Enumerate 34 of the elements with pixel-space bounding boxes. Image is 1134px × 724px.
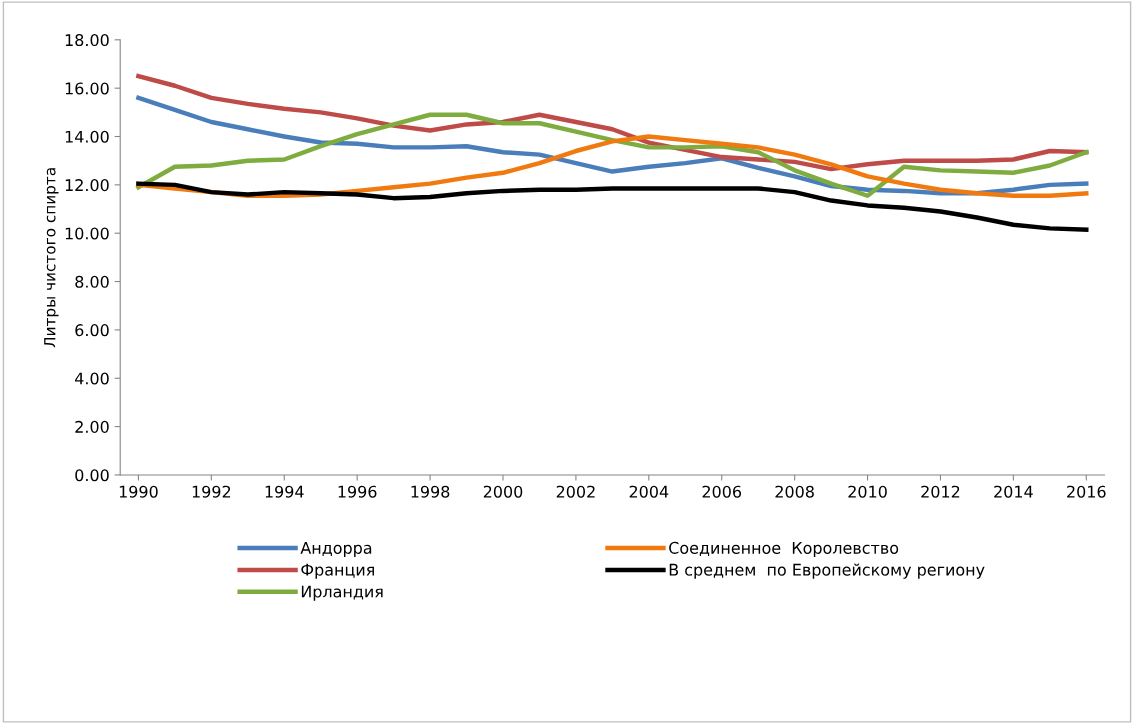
x-tick-label: 1990 — [119, 485, 158, 498]
y-tick-label: 14.00 — [65, 130, 109, 143]
x-tick-label: 2014 — [994, 485, 1033, 498]
y-tick-label: 12.00 — [65, 179, 109, 192]
x-tick-label: 1992 — [192, 485, 231, 498]
x-tick-label: 1994 — [265, 485, 304, 498]
y-tick-label: 0.00 — [75, 469, 109, 482]
y-tick-label: 8.00 — [75, 275, 109, 288]
x-tick-label: 1996 — [338, 485, 377, 498]
line-series — [136, 95, 1089, 196]
x-tick-label: 2000 — [483, 485, 523, 498]
y-tick-label: 18.00 — [65, 34, 109, 47]
x-tick-label: 2004 — [629, 485, 669, 498]
line-series — [136, 73, 1089, 172]
y-tick-label: 2.00 — [75, 420, 109, 433]
line-series — [136, 112, 1089, 198]
legend-label: Франция — [301, 563, 374, 579]
y-axis-title: Литры чистого спирта — [44, 168, 59, 348]
line-series — [136, 181, 1089, 232]
legend-label: Андорра — [300, 542, 372, 557]
x-tick-label: 1998 — [411, 485, 450, 498]
x-tick-label: 2006 — [702, 485, 742, 498]
x-tick-label: 2008 — [775, 485, 814, 498]
legend-label: Ирландия — [301, 585, 383, 601]
y-tick-label: 4.00 — [75, 372, 109, 385]
x-tick-label: 2012 — [921, 485, 960, 498]
legend-label: В среднем по Европейскому региону — [669, 563, 985, 579]
y-tick-label: 10.00 — [65, 227, 109, 240]
x-tick-label: 2010 — [848, 485, 887, 498]
y-tick-label: 6.00 — [75, 324, 109, 337]
legend-label: Соединенное Королевство — [669, 541, 899, 557]
x-tick-label: 2002 — [556, 485, 595, 498]
x-tick-label: 2016 — [1067, 485, 1106, 498]
y-tick-label: 16.00 — [65, 82, 109, 95]
